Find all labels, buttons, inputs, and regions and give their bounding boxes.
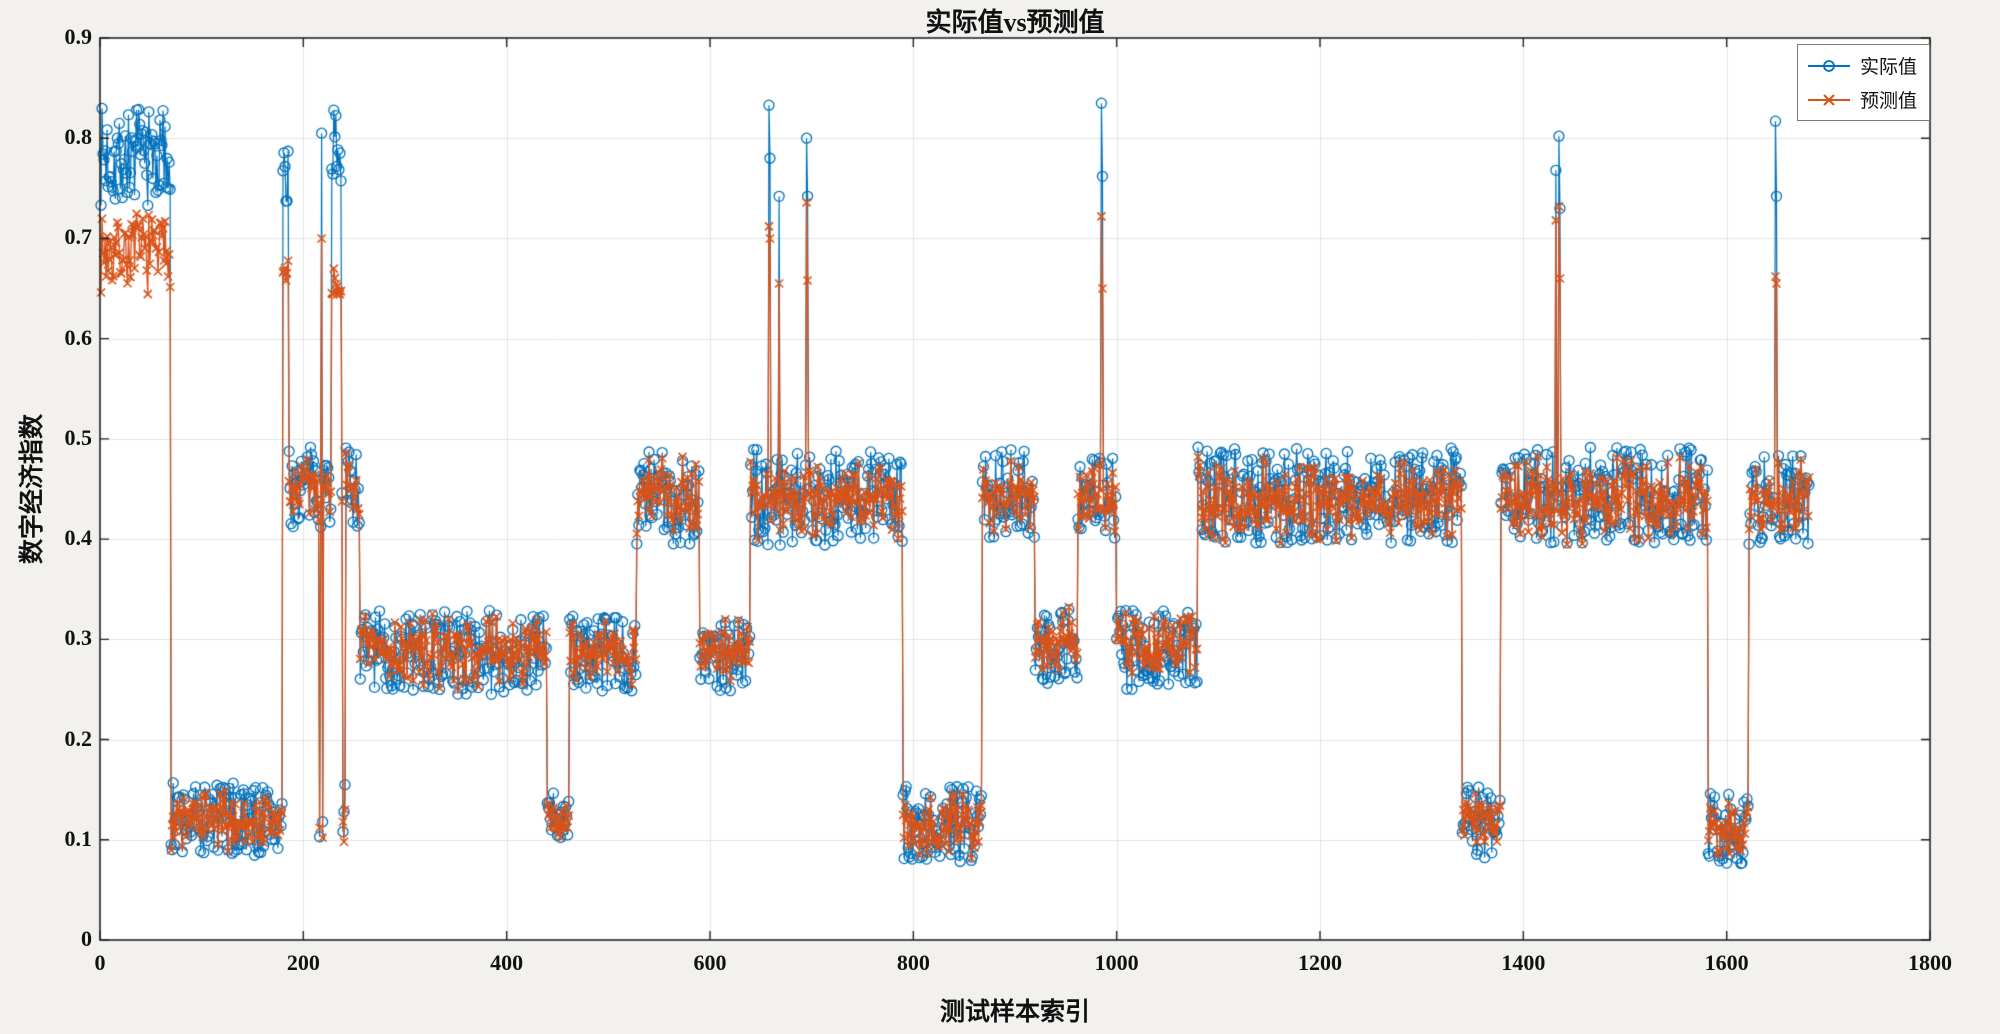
x-tick-label: 0: [94, 950, 106, 975]
x-tick-label: 600: [693, 950, 727, 975]
legend-label-actual: 实际值: [1859, 57, 1917, 78]
legend-item-predicted: 预测值: [1806, 86, 1917, 113]
y-tick-label: 0.7: [64, 224, 93, 250]
y-tick-label: 0.1: [64, 825, 93, 851]
y-tick-label: 0.4: [64, 525, 93, 551]
y-tick-label: 0: [81, 926, 92, 951]
y-tick-label: 0.6: [64, 324, 93, 350]
line-x-marker-icon: [1807, 93, 1850, 106]
y-tick-label: 0.8: [64, 124, 93, 150]
x-tick-label: 200: [286, 950, 320, 975]
chart-title: 实际值vs预测值: [925, 8, 1105, 37]
y-tick-label: 0.3: [64, 625, 93, 651]
legend-label-predicted: 预测值: [1859, 91, 1917, 112]
legend: 实际值 预测值: [1796, 44, 1930, 121]
legend-item-actual: 实际值: [1806, 52, 1917, 79]
x-tick-label: 1200: [1298, 950, 1342, 975]
x-tick-label: 1000: [1094, 950, 1139, 975]
y-tick-label: 0.9: [64, 24, 93, 49]
x-tick-label: 800: [896, 950, 930, 975]
line-circle-marker-icon: [1807, 59, 1850, 72]
x-tick-label: 1600: [1704, 950, 1749, 975]
x-tick-label: 1800: [1908, 950, 1952, 975]
y-axis-label: 数字经济指数: [19, 413, 46, 565]
x-tick-label: 400: [490, 950, 524, 975]
y-tick-label: 0.2: [64, 725, 93, 751]
x-axis-label: 测试样本索引: [939, 999, 1090, 1026]
x-tick-label: 1400: [1501, 950, 1546, 975]
y-tick-label: 0.5: [64, 424, 93, 450]
